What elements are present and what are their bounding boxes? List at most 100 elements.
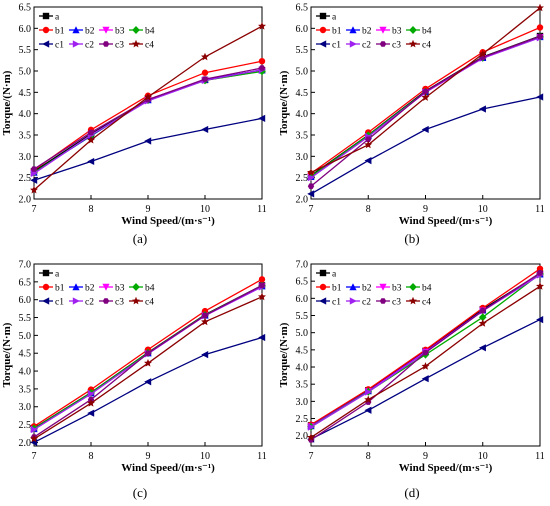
legend-label-a: a <box>55 269 60 279</box>
data-point-c3 <box>479 307 486 314</box>
data-point-c1 <box>364 157 372 165</box>
y-tick-label: 6.5 <box>296 3 309 14</box>
data-point-c1 <box>87 157 95 166</box>
data-point-c2 <box>307 423 315 431</box>
series-line-b4 <box>33 70 263 174</box>
y-tick-label: 4.0 <box>19 109 32 120</box>
legend-marker-c4 <box>132 296 140 305</box>
data-point-c1 <box>30 176 38 184</box>
y-tick-label: 2.0 <box>19 438 32 449</box>
data-point-c3 <box>87 129 95 136</box>
x-tick-label: 10 <box>200 204 210 215</box>
x-tick-label: 7 <box>309 204 314 215</box>
legend-label-a: a <box>55 12 60 22</box>
legend-label-b2: b2 <box>85 283 95 293</box>
y-tick-label: 5.5 <box>296 45 309 56</box>
data-point-c3 <box>536 33 544 40</box>
legend-label-b3: b3 <box>392 26 402 36</box>
x-tick-label: 8 <box>366 451 371 462</box>
y-axis-label: Torque/(N·m) <box>278 70 290 135</box>
data-point-c1 <box>87 409 95 417</box>
data-point-c4 <box>144 92 152 101</box>
legend-label-c2: c2 <box>85 40 94 50</box>
data-point-c3 <box>422 88 429 95</box>
legend-label-c2: c2 <box>85 297 94 307</box>
y-tick-label: 5.0 <box>296 67 309 78</box>
y-tick-label: 6.0 <box>19 24 32 35</box>
data-point-c3 <box>258 65 266 71</box>
y-tick-label: 2.5 <box>19 173 32 184</box>
legend-label-a: a <box>332 12 337 22</box>
y-tick-label: 2.5 <box>296 414 309 425</box>
legend-label-c4: c4 <box>145 297 154 307</box>
data-point-c4 <box>421 93 430 101</box>
legend-label-b4: b4 <box>422 283 432 293</box>
data-point-c4 <box>87 398 95 407</box>
legend-marker-c1 <box>42 297 50 305</box>
legend-marker-b4 <box>132 26 140 34</box>
legend-label-c2: c2 <box>362 40 371 50</box>
data-point-c3 <box>201 312 209 319</box>
legend-label-c3: c3 <box>115 297 124 307</box>
series-line-b1 <box>33 60 263 171</box>
legend-marker-c4 <box>409 39 417 48</box>
x-tick-label: 10 <box>200 451 210 462</box>
data-point-c3 <box>536 270 544 276</box>
chart-panel: 7 8 9 10 11 2.0 2.5 3.0 3.5 4.0 4.5 5.0 5.5 6.0 6.5 7.0… <box>1 260 267 501</box>
series-line-c4 <box>33 25 263 191</box>
panel-caption: (a) <box>133 231 147 246</box>
legend-label-c1: c1 <box>332 297 341 307</box>
data-point-c2 <box>307 174 315 182</box>
legend-marker-c3 <box>379 298 387 304</box>
data-point-c1 <box>478 105 486 113</box>
data-point-c4 <box>536 282 544 290</box>
legend-marker-b2 <box>72 283 80 291</box>
legend-label-c4: c4 <box>145 40 154 50</box>
legend-label-b1: b1 <box>55 26 65 36</box>
data-point-c4 <box>144 359 152 367</box>
y-tick-label: 6.0 <box>296 294 309 305</box>
legend-label-c3: c3 <box>392 40 401 50</box>
legend-label-b3: b3 <box>115 283 125 293</box>
data-point-b1 <box>258 276 266 283</box>
data-point-c3 <box>144 350 152 356</box>
x-tick-label: 8 <box>89 204 94 215</box>
data-point-c1 <box>364 406 372 414</box>
x-tick-label: 9 <box>146 204 151 215</box>
data-point-c3 <box>307 183 315 189</box>
data-point-c1 <box>421 375 429 383</box>
data-point-c1 <box>478 344 486 352</box>
data-point-c4 <box>478 49 487 58</box>
x-axis-label: Wind Speed/(m·s⁻¹) <box>121 215 215 227</box>
y-axis-label: Torque/(N·m) <box>1 70 13 135</box>
legend-marker-b1 <box>319 283 327 291</box>
data-point-c4 <box>30 434 38 443</box>
legend-marker-c1 <box>319 40 327 48</box>
series-line-b2 <box>33 69 263 174</box>
x-tick-label: 11 <box>257 204 267 215</box>
legend-marker-b3 <box>102 26 110 34</box>
data-point-c4 <box>307 433 315 441</box>
data-point-b1 <box>201 69 209 76</box>
series-line-a <box>33 69 263 172</box>
data-point-c1 <box>201 351 209 359</box>
data-point-c1 <box>258 333 266 342</box>
y-tick-label: 3.5 <box>296 380 309 391</box>
y-tick-label: 5.0 <box>19 331 32 342</box>
legend-marker-c1 <box>42 40 50 48</box>
y-tick-label: 2.0 <box>296 431 309 442</box>
data-point-c1 <box>307 190 315 198</box>
legend-label-c3: c3 <box>115 40 124 50</box>
data-point-c4 <box>478 319 487 327</box>
x-tick-label: 11 <box>535 204 545 215</box>
y-tick-label: 2.5 <box>19 420 32 431</box>
legend-marker-c4 <box>409 296 417 305</box>
series-line-c2 <box>310 37 541 179</box>
legend-marker-c4 <box>132 39 140 48</box>
data-point-c4 <box>364 395 373 404</box>
legend-label-b4: b4 <box>422 26 432 36</box>
legend-marker-c3 <box>379 41 387 47</box>
y-tick-label: 6.5 <box>19 3 32 14</box>
legend-label-c4: c4 <box>422 40 431 50</box>
